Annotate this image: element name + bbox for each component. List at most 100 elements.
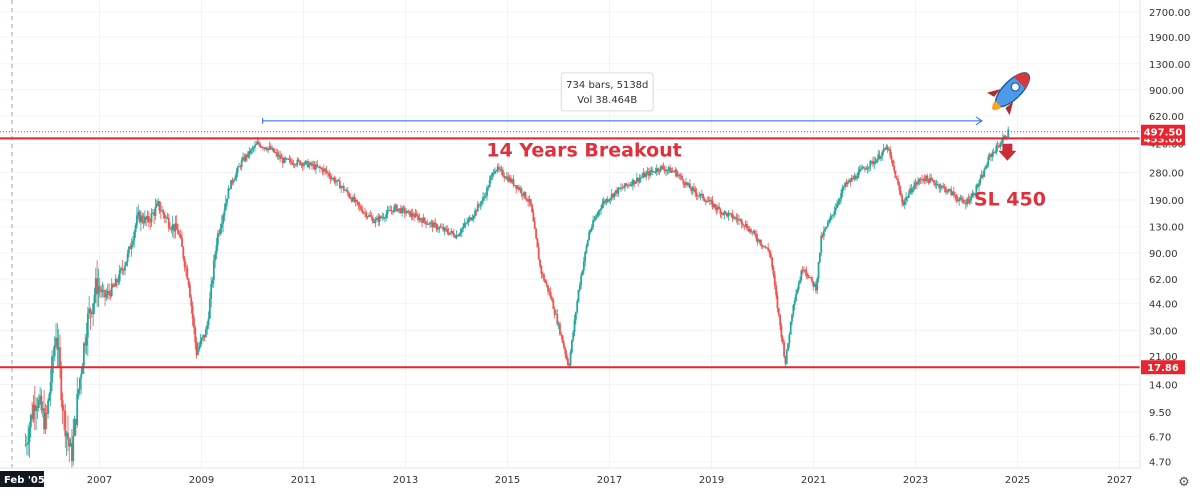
candle-body (934, 183, 937, 186)
candle-body (544, 280, 547, 283)
candle-body (423, 217, 426, 222)
candle-body (820, 235, 823, 253)
x-tick-label: 2013 (393, 475, 418, 486)
candle-body (57, 347, 60, 350)
candle-body (324, 168, 327, 170)
y-tick-label: 14.00 (1149, 380, 1178, 391)
candle-body (902, 202, 905, 205)
measure-tool[interactable]: 734 bars, 5138d Vol 38.464B (262, 72, 983, 126)
candle-body (548, 291, 551, 293)
candle-body (723, 211, 726, 215)
candle-body (194, 327, 197, 343)
candle-body (466, 222, 469, 224)
candle-body (137, 211, 140, 216)
axis-price-tag (1141, 360, 1185, 375)
candle-body (122, 269, 125, 271)
candle-body (407, 210, 410, 212)
candle-body (792, 305, 795, 315)
candle-body (585, 245, 588, 253)
candle-body (565, 353, 568, 359)
candle-body (315, 164, 317, 170)
candle-body (113, 286, 116, 287)
candle-body (639, 177, 642, 179)
candle-body (277, 155, 280, 157)
settings-gear-icon[interactable]: ⚙ (1178, 475, 1190, 490)
candle-body (136, 215, 138, 226)
candle-body (690, 188, 693, 192)
candle-body (260, 147, 263, 148)
candle-body (463, 223, 466, 227)
candle-body (486, 187, 488, 197)
candle-body (893, 165, 896, 171)
candle-body (263, 147, 266, 149)
y-tick-label: 280.00 (1149, 168, 1184, 179)
y-axis[interactable]: 2700.001900.001300.00900.00620.00420.002… (1139, 0, 1200, 469)
candle-body (787, 343, 789, 351)
candle-body (142, 221, 145, 224)
candle-body (864, 168, 866, 170)
candle-body (216, 233, 219, 246)
y-tick-label: 130.00 (1149, 223, 1184, 234)
candle-body (692, 187, 695, 190)
down-arrow-icon (998, 143, 1017, 161)
candle-body (876, 159, 878, 163)
candle-body (901, 195, 904, 203)
candle-body (926, 175, 929, 180)
candle-body (572, 332, 575, 341)
candle-body (500, 169, 503, 171)
candle-body (36, 405, 39, 408)
candle-body (88, 308, 91, 314)
candle-body (108, 291, 110, 294)
candle-body (592, 220, 595, 228)
candle-body (289, 159, 292, 162)
candle-body (475, 210, 478, 212)
candle-body (65, 432, 68, 437)
candle-body (153, 212, 156, 216)
candle-body (61, 400, 64, 411)
candle-body (557, 323, 560, 325)
candle-body (751, 231, 754, 233)
candle-body (174, 223, 177, 232)
candle-body (677, 174, 679, 177)
candle-body (988, 154, 991, 158)
candle-body (854, 176, 857, 179)
candle-body (869, 160, 872, 167)
candle-body (870, 160, 873, 162)
x-axis[interactable]: 2007 2009 2011 2013 2015 2017 2019 2021 2023 2025… (0, 467, 1200, 495)
candle-body (206, 325, 209, 330)
candle-body (381, 217, 384, 218)
candle-body (330, 178, 333, 179)
candle-body (183, 258, 186, 267)
candle-body (442, 227, 445, 231)
candle-body (215, 245, 218, 255)
candle-body (364, 212, 366, 214)
candle-body (935, 184, 938, 186)
candle-body (455, 235, 458, 238)
candle-body (699, 194, 702, 196)
candle-body (612, 193, 614, 198)
candle-body (386, 210, 389, 214)
candle-body (551, 297, 553, 301)
y-tick-label: 2700.00 (1149, 8, 1190, 19)
candle-body (435, 224, 438, 230)
candle-body (243, 157, 246, 161)
candle-body (556, 314, 559, 325)
candle-body (468, 217, 471, 220)
candle-body (633, 179, 636, 184)
candle-body (67, 432, 69, 440)
candle-body (443, 227, 446, 231)
candle-body (235, 172, 238, 178)
candle-body (698, 195, 701, 197)
candle-body (484, 196, 487, 197)
candle-body (82, 343, 85, 366)
candle-body (32, 404, 35, 420)
candle-body (320, 168, 323, 169)
candle-body (462, 226, 465, 229)
candle-body (996, 145, 999, 147)
x-tick-label: 2009 (189, 475, 214, 486)
candle-body (93, 294, 96, 304)
candle-body (730, 213, 732, 214)
x-tick-label: 2015 (495, 475, 520, 486)
candle-body (651, 171, 654, 172)
